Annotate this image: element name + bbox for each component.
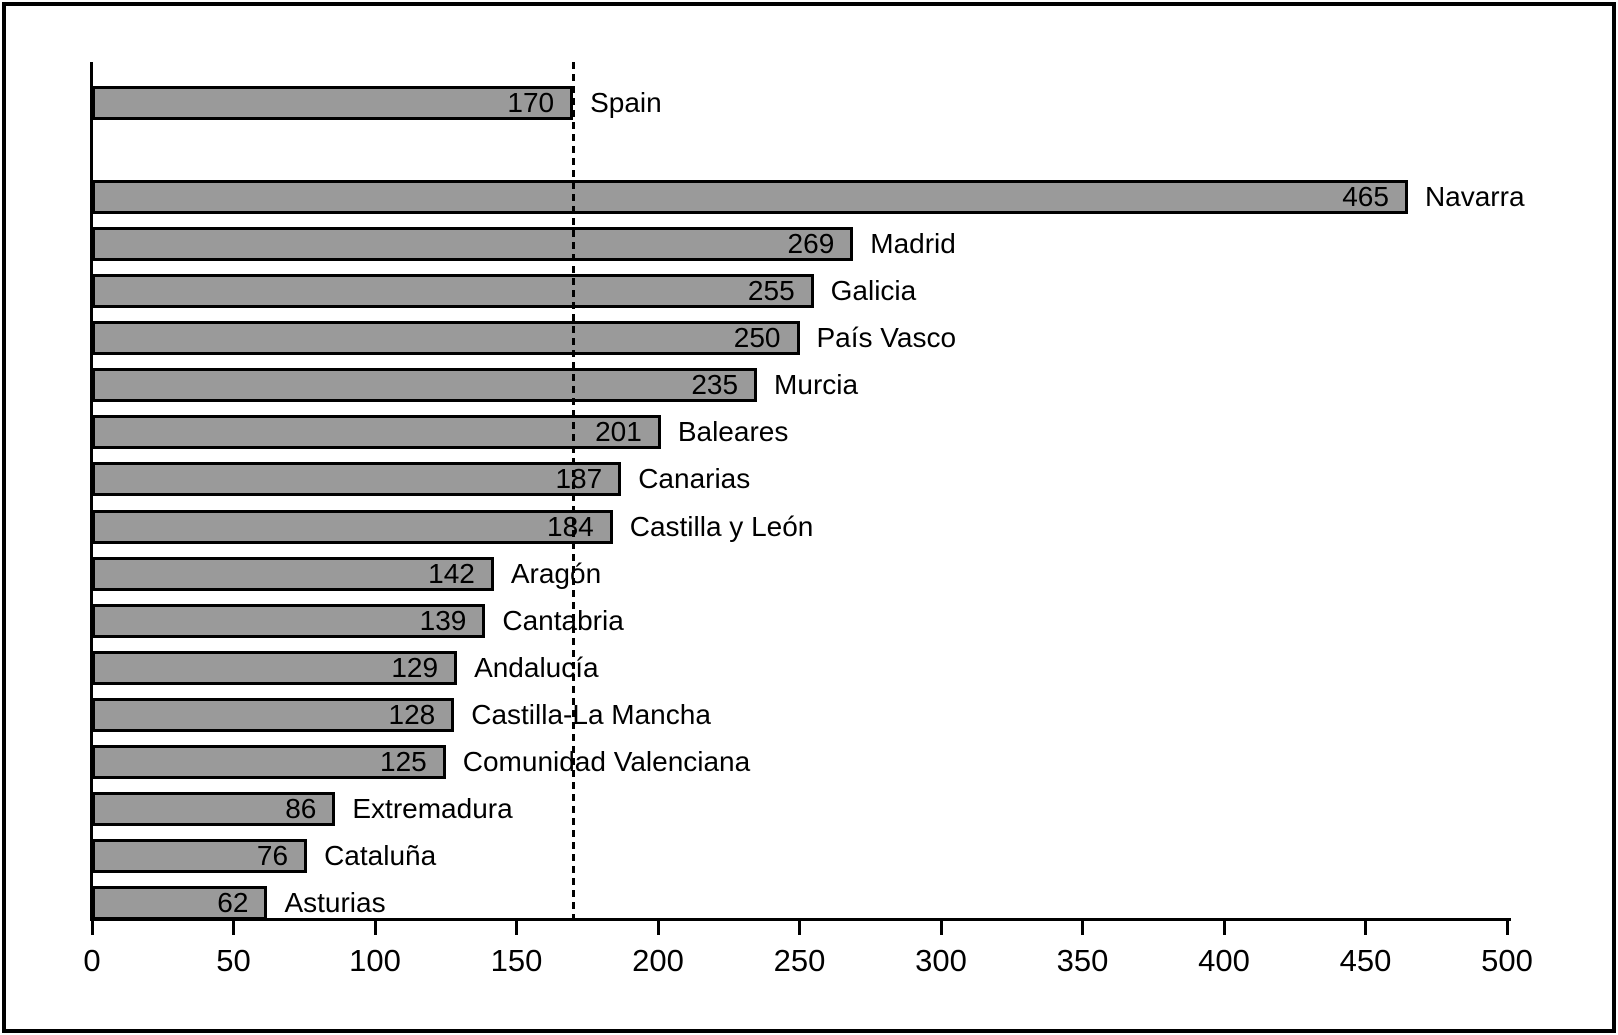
- bar-galicia: 255: [92, 274, 814, 309]
- x-tick-label: 450: [1339, 943, 1392, 978]
- x-tick-label: 50: [216, 943, 251, 978]
- bar-value-label: 62: [217, 887, 249, 919]
- x-tick-label: 150: [490, 943, 543, 978]
- bar-value-label: 269: [787, 228, 835, 260]
- x-tick: [1222, 921, 1226, 935]
- bar-row-canarias: 187 Canarias: [92, 462, 1612, 497]
- bar-asturias: 62: [92, 886, 268, 921]
- bar-category-label: Madrid: [870, 228, 956, 260]
- bar-value-label: 129: [391, 651, 439, 683]
- bar-category-label: Navarra: [1424, 181, 1525, 213]
- bar-category-label: Asturias: [284, 887, 386, 919]
- bar-extremadura: 86: [92, 791, 336, 826]
- bar-category-label: País Vasco: [816, 322, 957, 354]
- y-axis-line: [90, 62, 93, 921]
- bar-category-label: Castilla y León: [629, 510, 814, 542]
- bar-value-label: 184: [547, 510, 594, 542]
- bar-category-label: Baleares: [677, 416, 789, 448]
- bar-row-castilla-y-leon: 184 Castilla y León: [92, 509, 1612, 544]
- bar-cantabria: 139: [92, 603, 486, 638]
- bar-row-galicia: 255 Galicia: [92, 274, 1612, 309]
- x-tick-label: 500: [1481, 943, 1533, 978]
- bar-value-label: 255: [747, 275, 795, 307]
- bar-row-spain: 170 Spain: [92, 86, 1612, 120]
- bar-row-asturias: 62 Asturias: [92, 886, 1612, 921]
- x-tick-label: 100: [349, 943, 401, 978]
- bar-row-andalucia: 129 Andalucía: [92, 650, 1612, 685]
- bar-value-label: 125: [380, 745, 427, 777]
- x-tick: [656, 921, 660, 935]
- x-tick: [939, 921, 943, 935]
- bar-category-label: Comunidad Valenciana: [462, 745, 751, 777]
- bar-murcia: 235: [92, 368, 758, 403]
- bar-comunidad-valenciana: 125: [92, 744, 446, 779]
- reference-line: [571, 62, 575, 921]
- x-tick: [798, 921, 801, 935]
- bar-castilla-la-mancha: 128: [92, 697, 455, 732]
- bar-category-label: Murcia: [774, 369, 859, 401]
- bar-andalucia: 129: [92, 650, 458, 685]
- bar-spain: 170: [92, 86, 574, 120]
- bar-row-comunidad-valenciana: 125 Comunidad Valenciana: [92, 744, 1612, 779]
- bar-value-label: 128: [388, 698, 436, 730]
- bar-value-label: 170: [507, 87, 555, 118]
- x-tick: [90, 921, 94, 935]
- x-tick-label: 300: [915, 943, 967, 978]
- bar-madrid: 269: [92, 227, 854, 262]
- x-tick-label: 400: [1198, 943, 1250, 978]
- x-tick: [1505, 921, 1509, 935]
- x-tick-label: 200: [632, 943, 684, 978]
- x-tick-label: 250: [773, 943, 826, 978]
- x-axis-line: [90, 918, 1511, 921]
- bar-canarias: 187: [92, 462, 622, 497]
- bar-category-label: Cantabria: [502, 604, 624, 636]
- bar-value-label: 139: [419, 604, 467, 636]
- bar-row-cataluna: 76 Cataluña: [92, 838, 1612, 873]
- bar-value-label: 142: [428, 557, 475, 589]
- bar-row-murcia: 235 Murcia: [92, 368, 1612, 403]
- x-tick-label: 350: [1056, 943, 1109, 978]
- bar-category-label: Aragón: [510, 557, 602, 589]
- bar-value-label: 250: [733, 322, 781, 354]
- bar-row-pais-vasco: 250 País Vasco: [92, 321, 1612, 356]
- bar-category-label: Andalucía: [474, 651, 599, 683]
- x-tick: [515, 921, 518, 935]
- bar-pais-vasco: 250: [92, 321, 800, 356]
- bar-category-label: Galicia: [830, 275, 917, 307]
- bar-category-label: Canarias: [638, 463, 751, 495]
- x-tick-label: 0: [83, 943, 101, 978]
- bar-row-madrid: 269 Madrid: [92, 227, 1612, 262]
- bar-category-label: Extremadura: [352, 792, 513, 824]
- bar-row-extremadura: 86 Extremadura: [92, 791, 1612, 826]
- bar-row-navarra: 465 Navarra: [92, 180, 1612, 215]
- bar-category-label: Cataluña: [324, 839, 437, 871]
- bar-value-label: 187: [555, 463, 603, 495]
- bar-category-label: Spain: [590, 87, 662, 118]
- bar-row-baleares: 201 Baleares: [92, 415, 1612, 450]
- plot-area: 170 Spain 465 Navarra 269 Madrid 255 Galicia 250…: [6, 6, 1612, 1029]
- bar-castilla-y-leon: 184: [92, 509, 613, 544]
- x-tick: [1364, 921, 1367, 935]
- bar-value-label: 235: [691, 369, 739, 401]
- bar-aragon: 142: [92, 556, 494, 591]
- bar-row-cantabria: 139 Cantabria: [92, 603, 1612, 638]
- bar-value-label: 465: [1342, 181, 1389, 213]
- bar-navarra: 465: [92, 180, 1408, 215]
- bar-category-label: Castilla-La Mancha: [471, 698, 711, 730]
- bar-cataluna: 76: [92, 838, 308, 873]
- bar-row-aragon: 142 Aragón: [92, 556, 1612, 591]
- bar-value-label: 201: [595, 416, 642, 448]
- bar-value-label: 86: [285, 792, 317, 824]
- x-tick: [232, 921, 235, 935]
- bar-value-label: 76: [256, 839, 289, 871]
- bar-row-castilla-la-mancha: 128 Castilla-La Mancha: [92, 697, 1612, 732]
- bar-baleares: 201: [92, 415, 661, 450]
- x-tick: [1081, 921, 1084, 935]
- x-tick: [373, 921, 377, 935]
